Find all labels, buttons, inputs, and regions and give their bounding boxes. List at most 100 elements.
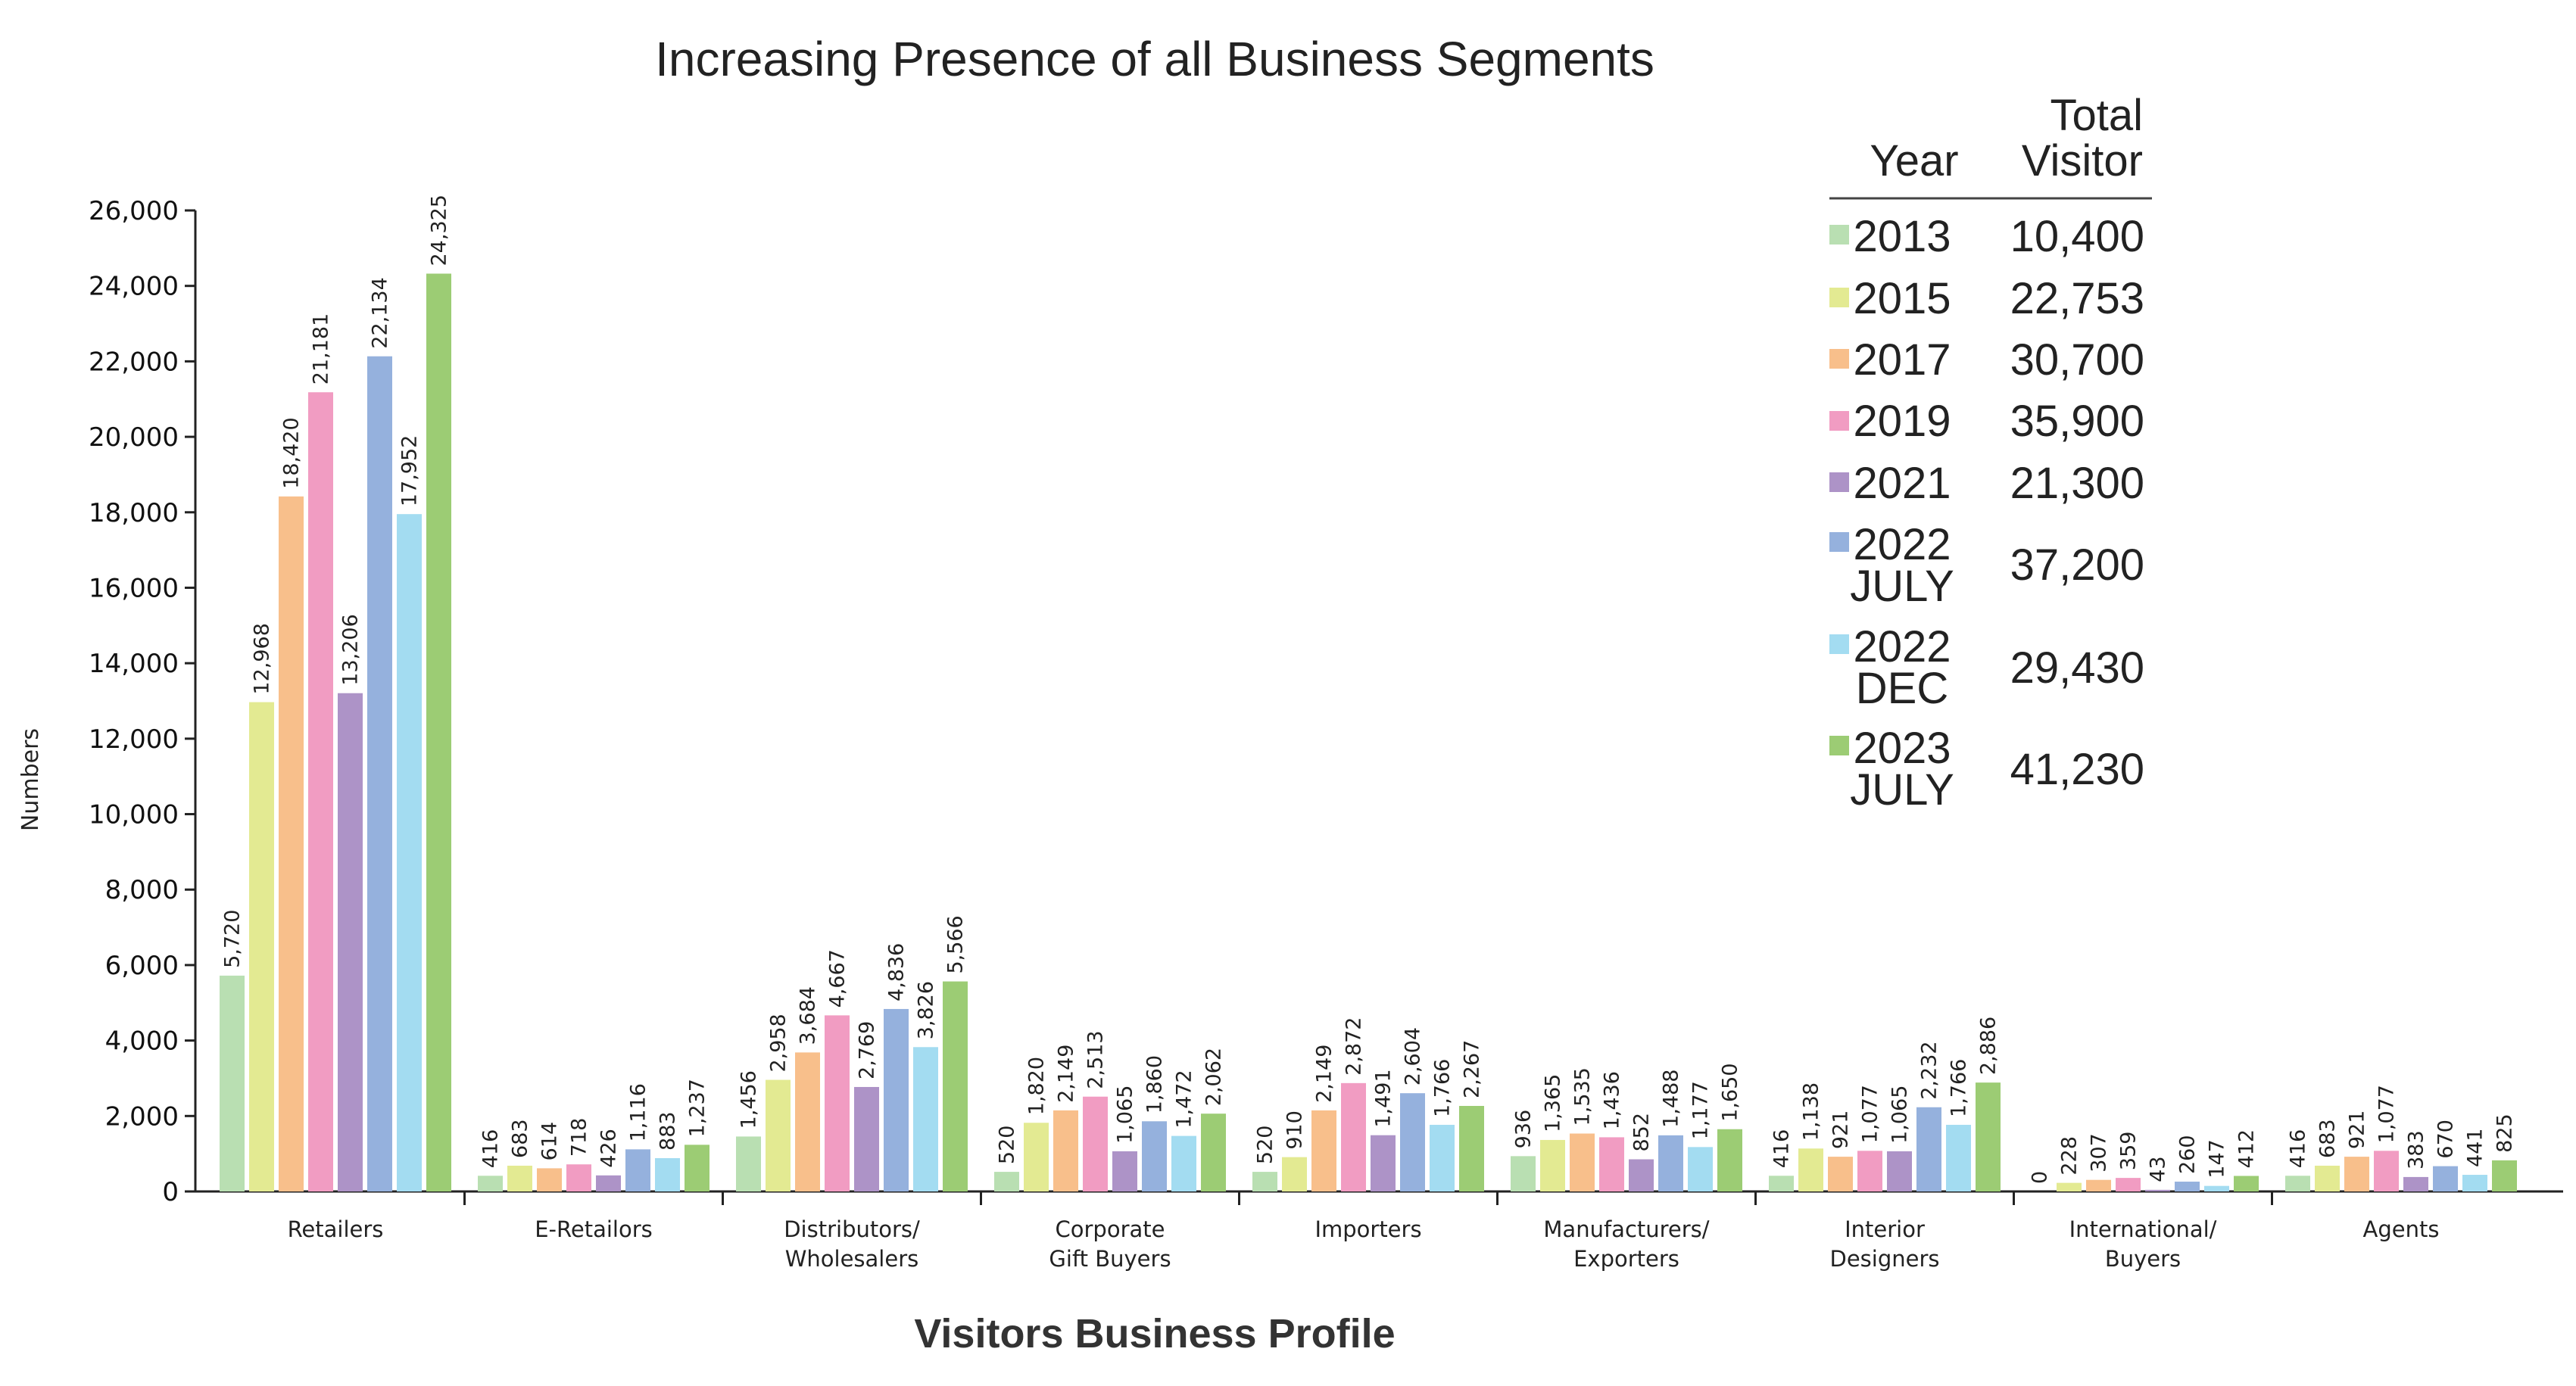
- legend-total: 37,200: [2010, 540, 2144, 590]
- legend-swatch: [1829, 349, 1849, 369]
- data-label: 1,077: [1859, 1085, 1882, 1143]
- bar: [1430, 1124, 1455, 1191]
- bar: [2116, 1178, 2141, 1191]
- legend-year: DEC: [1856, 664, 1948, 713]
- bar: [1142, 1121, 1167, 1191]
- data-label: 3,826: [915, 981, 938, 1039]
- data-label: 1,766: [1431, 1059, 1455, 1117]
- bar: [426, 273, 451, 1191]
- legend-swatch: [1829, 634, 1849, 654]
- data-label: 359: [2117, 1132, 2141, 1171]
- y-tick-label: 26,000: [89, 196, 179, 226]
- data-label: 22,134: [369, 277, 392, 348]
- legend-swatch: [1829, 288, 1849, 307]
- category-label: Importers: [1315, 1216, 1421, 1242]
- y-tick-label: 16,000: [89, 573, 179, 603]
- bar: [1171, 1135, 1196, 1191]
- data-label: 2,267: [1461, 1040, 1484, 1098]
- bar: [854, 1086, 879, 1191]
- y-tick-label: 8,000: [105, 875, 179, 905]
- legend-year: 2022: [1853, 622, 1951, 671]
- category-label: Distributors/: [784, 1216, 920, 1242]
- legend-swatch: [1829, 225, 1849, 244]
- bar: [625, 1149, 650, 1191]
- data-label: 921: [2346, 1110, 2369, 1150]
- category-label: Buyers: [2105, 1246, 2181, 1272]
- bar: [1341, 1082, 1366, 1191]
- bar: [1629, 1159, 1654, 1191]
- bar: [736, 1136, 761, 1191]
- bar: [1946, 1124, 1971, 1191]
- bar: [279, 496, 304, 1191]
- data-label: 1,535: [1571, 1067, 1595, 1126]
- bar: [1599, 1137, 1624, 1191]
- bar: [2403, 1176, 2428, 1191]
- x-axis-title: Visitors Business Profile: [914, 1311, 1395, 1356]
- bar: [1976, 1082, 2001, 1191]
- data-label: 1,488: [1660, 1070, 1683, 1128]
- bar: [1658, 1135, 1683, 1191]
- data-label: 1,365: [1542, 1074, 1565, 1132]
- y-tick-label: 24,000: [89, 272, 179, 302]
- y-tick-label: 14,000: [89, 649, 179, 679]
- bar: [1540, 1139, 1565, 1191]
- bar: [825, 1015, 850, 1191]
- data-label: 614: [538, 1122, 562, 1161]
- data-label: 1,065: [1114, 1085, 1137, 1144]
- bar: [1798, 1148, 1823, 1191]
- data-label: 12,968: [251, 623, 274, 694]
- bar: [1916, 1107, 1941, 1191]
- bar: [1371, 1135, 1396, 1191]
- y-tick-label: 10,000: [89, 800, 179, 830]
- y-axis: 0 2,000 4,000 6,000 8,000 10,000 12,000 14,000 1…: [89, 196, 197, 1207]
- bar: [2175, 1182, 2200, 1191]
- category-label: Exporters: [1573, 1246, 1679, 1272]
- bar: [1570, 1133, 1595, 1191]
- bar: [367, 356, 392, 1192]
- category-label: Corporate: [1056, 1216, 1165, 1242]
- data-label: 416: [1770, 1129, 1794, 1169]
- legend-header-total: Total: [2050, 91, 2143, 140]
- legend-total: 10,400: [2010, 212, 2144, 261]
- category-label: Wholesalers: [785, 1246, 919, 1272]
- data-label: 2,769: [856, 1021, 879, 1079]
- legend-swatch: [1829, 472, 1849, 492]
- data-label: 1,860: [1143, 1055, 1167, 1113]
- data-label: 921: [1829, 1110, 1853, 1150]
- category-label: Interior: [1845, 1216, 1925, 1242]
- data-label: 2,062: [1202, 1048, 1226, 1106]
- data-label: 2,872: [1343, 1017, 1366, 1076]
- bar: [766, 1079, 791, 1191]
- legend-year: 2013: [1853, 212, 1951, 261]
- legend-year: 2023: [1853, 724, 1951, 773]
- bar: [884, 1008, 909, 1191]
- data-label: 1,766: [1948, 1059, 1971, 1117]
- legend-header-year: Year: [1870, 136, 1958, 185]
- data-label: 0: [2029, 1171, 2052, 1184]
- bar: [943, 981, 968, 1191]
- data-label: 18,420: [280, 417, 304, 488]
- bar: [1511, 1156, 1536, 1191]
- bar: [596, 1175, 621, 1191]
- data-label: 21,181: [310, 313, 333, 385]
- bar: [994, 1172, 1019, 1191]
- legend-total: 29,430: [2010, 643, 2144, 693]
- data-label: 426: [597, 1129, 621, 1168]
- bar: [2315, 1165, 2340, 1191]
- data-label: 2,604: [1402, 1027, 1425, 1085]
- data-label: 1,116: [627, 1083, 650, 1142]
- y-tick-label: 4,000: [105, 1026, 179, 1057]
- bar: [478, 1176, 503, 1191]
- data-label: 1,077: [2375, 1085, 2399, 1143]
- data-label: 936: [1512, 1110, 1536, 1149]
- bar: [685, 1145, 709, 1191]
- data-label: 441: [2464, 1128, 2487, 1167]
- bar: [507, 1165, 532, 1191]
- legend-header-total: Visitor: [2022, 136, 2143, 185]
- data-label: 147: [2206, 1139, 2229, 1179]
- data-label: 2,149: [1313, 1045, 1336, 1103]
- bar: [1459, 1105, 1484, 1191]
- bar: [2433, 1166, 2458, 1191]
- bar: [655, 1157, 680, 1191]
